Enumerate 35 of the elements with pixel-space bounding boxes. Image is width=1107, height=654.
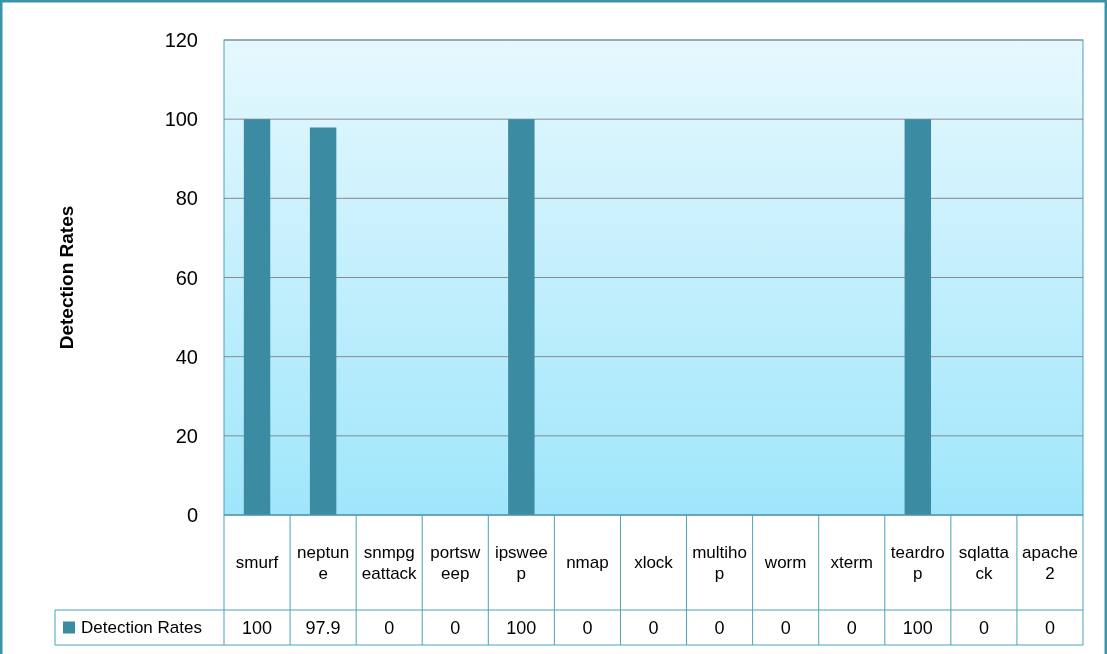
y-tick-label: 20 — [175, 424, 198, 447]
x-tick-label: xterm — [830, 553, 873, 572]
y-tick-label: 40 — [175, 345, 198, 368]
data-label: 0 — [384, 617, 395, 638]
y-tick-label: 120 — [164, 29, 198, 51]
data-label: 0 — [846, 617, 857, 638]
data-label: 0 — [450, 617, 461, 638]
data-label: 100 — [242, 617, 273, 638]
x-tick-label: apache2 — [1022, 542, 1078, 583]
x-tick-label: xlock — [634, 553, 674, 572]
legend-label: Detection Rates — [81, 618, 202, 637]
x-tick-label: sqlattack — [958, 542, 1010, 583]
y-axis-title: Detection Rates — [55, 205, 77, 350]
x-tick-label: neptune — [297, 542, 350, 583]
data-label: 100 — [506, 617, 537, 638]
data-label: 0 — [582, 617, 593, 638]
data-label: 0 — [714, 617, 725, 638]
x-tick-label: snmpgeattack — [361, 542, 418, 583]
y-tick-label: 100 — [164, 108, 198, 131]
x-tick-label: smurf — [235, 553, 279, 572]
data-label: 97.9 — [305, 617, 341, 638]
x-tick-label: nmap — [566, 553, 609, 572]
y-tick-label: 80 — [175, 187, 198, 210]
x-tick-label: worm — [763, 553, 807, 572]
data-label: 0 — [780, 617, 791, 638]
data-label: 100 — [902, 617, 933, 638]
data-label: 0 — [978, 617, 989, 638]
x-tick-label: ipsweep — [494, 542, 548, 583]
x-tick-label: portsweep — [430, 542, 482, 583]
y-tick-label: 0 — [186, 504, 198, 526]
x-tick-label: teardrop — [890, 542, 945, 583]
x-tick-label: multihop — [692, 542, 747, 583]
y-tick-label: 60 — [175, 266, 198, 289]
data-label: 0 — [648, 617, 659, 638]
data-label: 0 — [1044, 617, 1055, 638]
